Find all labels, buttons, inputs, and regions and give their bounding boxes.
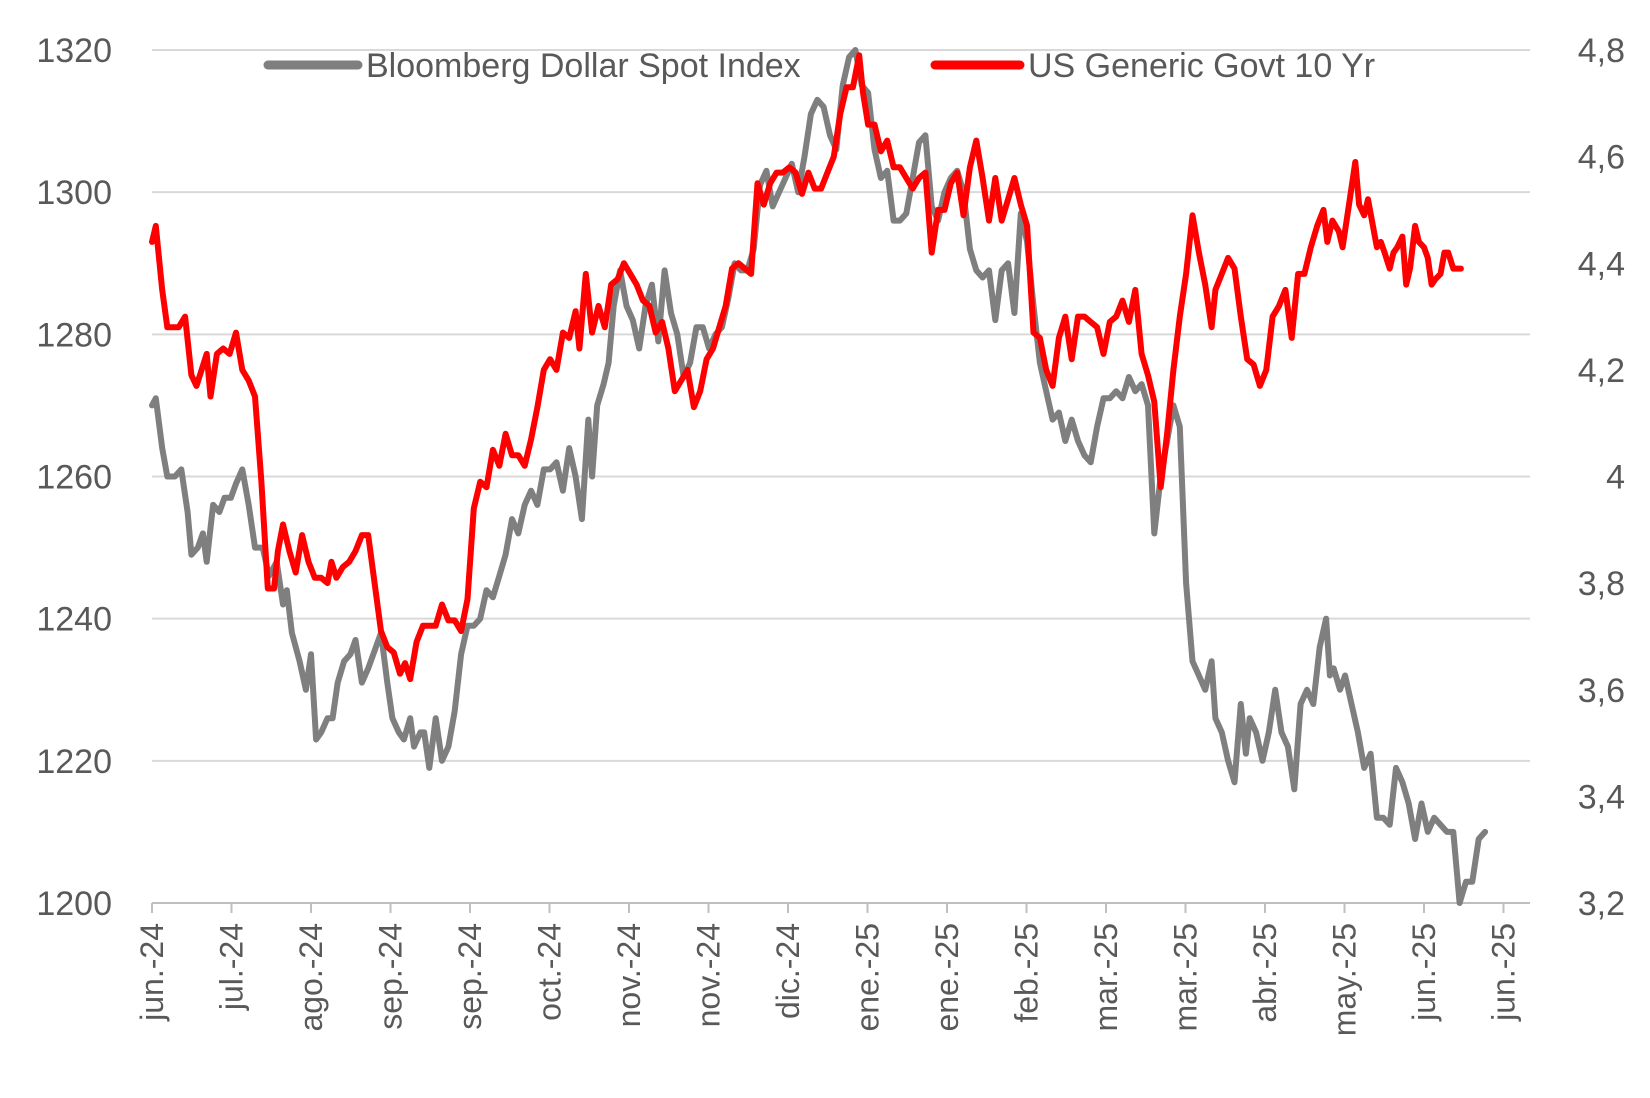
y-right-tick-label: 4,6	[1578, 139, 1625, 177]
x-tick-label: abr.-25	[1247, 923, 1283, 1023]
x-tick-label: sep.-24	[373, 923, 409, 1030]
x-tick-label: oct.-24	[532, 923, 568, 1021]
x-tick-label: nov.-24	[611, 923, 647, 1027]
x-tick-label: dic.-24	[770, 923, 806, 1019]
y-left-tick-label: 1240	[36, 601, 112, 639]
x-tick-label: jul.-24	[214, 923, 250, 1011]
x-tick-label: nov.-24	[691, 923, 727, 1027]
y-right-tick-label: 3,4	[1578, 778, 1625, 816]
y-right-tick-label: 4,8	[1578, 32, 1625, 70]
x-tick-label: jun.-25	[1406, 923, 1442, 1022]
legend-label-dollar-index: Bloomberg Dollar Spot Index	[366, 47, 801, 85]
series-lines	[149, 47, 1489, 906]
y-left-tick-label: 1260	[36, 459, 112, 497]
y-left-tick-label: 1200	[36, 885, 112, 923]
legend-label-us-10yr: US Generic Govt 10 Yr	[1028, 47, 1375, 85]
x-tick-label: jun.-24	[134, 923, 170, 1022]
y-right-tick-label: 3,2	[1578, 885, 1625, 923]
y-left-tick-label: 1320	[36, 32, 112, 70]
y-right-tick-label: 3,8	[1578, 565, 1625, 603]
y-left-tick-label: 1220	[36, 743, 112, 781]
x-tick-label: sep.-24	[452, 923, 488, 1030]
y-right-tick-label: 4,2	[1578, 352, 1625, 390]
x-tick-label: feb.-25	[1009, 923, 1045, 1023]
x-tick-label: ene.-25	[929, 923, 965, 1032]
x-tick-label: mar.-25	[1168, 923, 1204, 1031]
x-tick-label: ene.-25	[850, 923, 886, 1032]
series-line-dollar-index	[149, 47, 1489, 906]
x-tick-label: jun.-25	[1486, 923, 1522, 1022]
y-right-tick-label: 4,4	[1578, 245, 1625, 283]
y-right-tick-label: 4	[1606, 459, 1625, 497]
x-tick-label: may.-25	[1327, 923, 1363, 1036]
legend: Bloomberg Dollar Spot Index US Generic G…	[263, 47, 1375, 85]
axes: 1200 1220 1240 1260 1280 1300 1320 3,2 3,4 3,6 3,8…	[36, 32, 1625, 1036]
y-left-tick-label: 1280	[36, 316, 112, 354]
x-tick-label: ago.-24	[293, 923, 329, 1032]
series-line-us-10yr	[149, 52, 1464, 683]
x-tick-label: mar.-25	[1088, 923, 1124, 1031]
y-left-tick-label: 1300	[36, 174, 112, 212]
y-right-tick-label: 3,6	[1578, 672, 1625, 710]
